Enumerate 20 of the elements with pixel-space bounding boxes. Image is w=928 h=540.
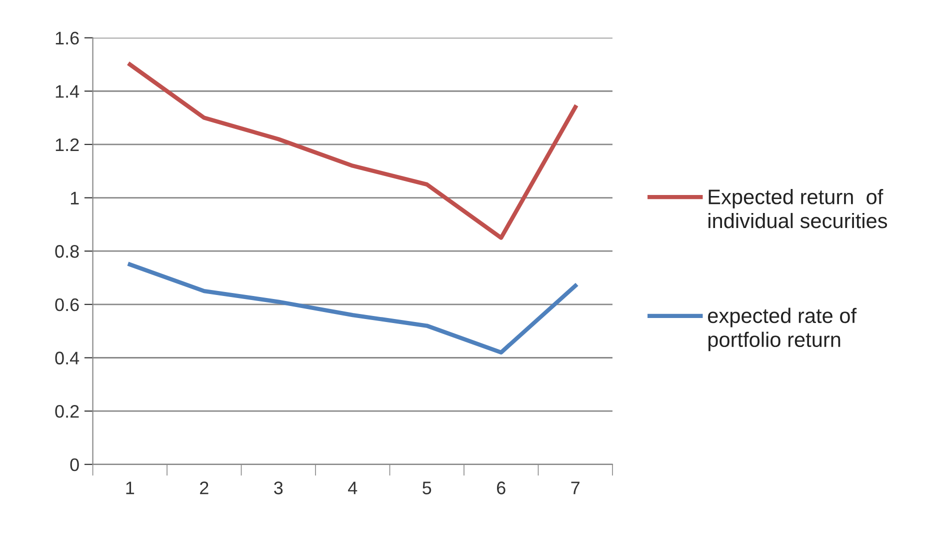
x-tick-label: 5: [422, 482, 432, 494]
y-tick-label: 0: [70, 458, 79, 472]
y-tick-label: 1.6: [56, 32, 79, 45]
y-tick-label: 0.4: [55, 352, 80, 364]
line-series: [128, 262, 578, 355]
x-tick-label: 1: [126, 482, 134, 494]
x-tick-label: 7: [571, 482, 580, 494]
y-tick-label: 0.6: [55, 298, 79, 312]
x-tick-label: 4: [348, 482, 358, 494]
y-tick-label: 0.8: [55, 245, 79, 258]
x-tick-label: 6: [497, 482, 506, 494]
x-tick-label: 2: [200, 482, 208, 494]
y-tick-label: 1.4: [56, 85, 80, 98]
legend-label: Expected return of individual securities: [708, 189, 888, 228]
y-tick-label: 1: [70, 192, 79, 204]
y-tick-label: 0.2: [55, 405, 79, 418]
legend-label: expected rate of portfolio return: [708, 308, 857, 352]
x-tick-label: 3: [274, 482, 283, 494]
line-series: [128, 62, 578, 240]
y-tick-label: 1.2: [56, 138, 79, 151]
